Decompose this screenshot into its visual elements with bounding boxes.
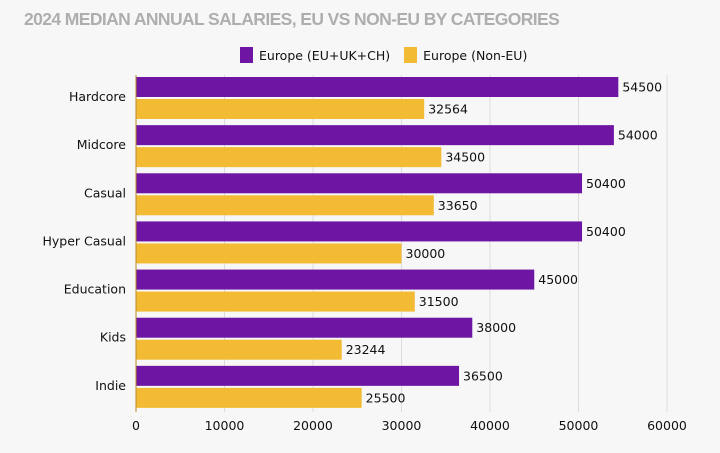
legend-swatch-non-eu [404,47,418,63]
value-label: 54500 [622,80,662,95]
bar-non-eu [136,339,342,360]
legend: Europe (EU+UK+CH) Europe (Non-EU) [240,47,541,63]
chart-title: 2024 MEDIAN ANNUAL SALARIES, EU VS NON-E… [24,9,560,29]
bar-non-eu [136,291,415,312]
bar-eu [136,125,614,146]
bar-non-eu [136,99,425,119]
category-label: Hardcore [69,89,126,104]
bar-non-eu [136,147,442,168]
legend-label-eu: Europe (EU+UK+CH) [259,47,391,63]
x-tick-label: 30000 [382,418,422,433]
legend-item-non-eu: Europe (Non-EU) [404,47,527,63]
category-label: Hyper Casual [43,233,127,248]
bar-non-eu [136,387,362,408]
value-label: 54000 [618,128,658,143]
x-tick-label: 50000 [559,418,599,433]
legend-item-eu: Europe (EU+UK+CH) [240,47,390,63]
bar-eu [136,365,460,386]
value-label: 23244 [346,342,386,357]
category-label: Midcore [77,137,127,152]
x-tick-label: 60000 [647,418,687,433]
value-label: 32564 [428,102,468,117]
x-tick-label: 40000 [470,418,510,433]
bar-non-eu [136,243,402,264]
bar-eu [136,317,473,338]
value-label: 34500 [445,150,485,165]
value-label: 31500 [419,294,459,309]
category-label: Casual [84,185,126,200]
bar-eu [136,173,583,194]
value-label: 25500 [366,390,406,405]
bar-non-eu [136,195,434,216]
x-tick-label: 0 [132,418,140,433]
bar-eu [136,269,535,290]
value-label: 50400 [586,224,626,239]
legend-swatch-eu [240,47,253,63]
x-tick-label: 20000 [293,418,333,433]
bar-eu [136,77,619,97]
bar-eu [136,221,583,242]
legend-label-non-eu: Europe (Non-EU) [423,47,528,63]
value-label: 33650 [438,198,478,213]
category-label: Indie [95,378,126,393]
category-label: Kids [100,330,126,345]
value-label: 50400 [586,176,626,191]
value-label: 38000 [476,320,516,335]
value-label: 45000 [538,272,578,287]
category-label: Education [64,282,126,297]
x-tick-label: 10000 [205,418,245,433]
value-label: 30000 [406,246,446,261]
value-label: 36500 [463,368,503,383]
